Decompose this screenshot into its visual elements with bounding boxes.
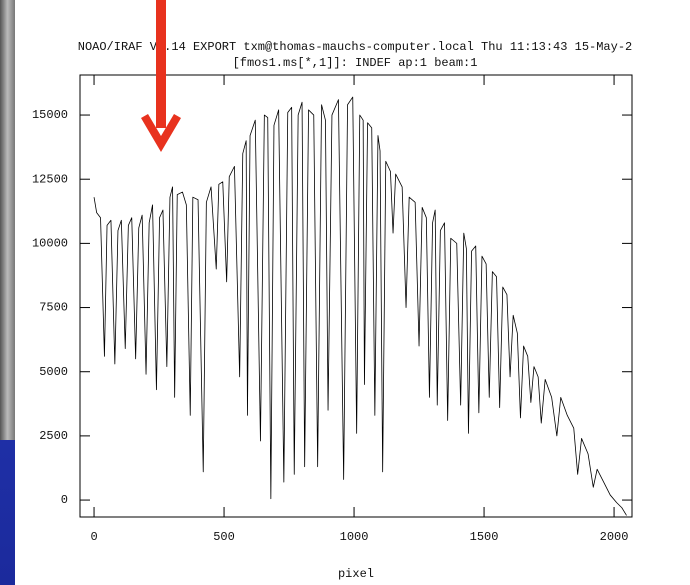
image-strip — [0, 0, 15, 440]
y-tick-label: 12500 — [32, 172, 68, 186]
chart-title: NOAO/IRAF V2.14 EXPORT txm@thomas-mauchs… — [78, 40, 633, 54]
chart-subtitle: [fmos1.ms[*,1]]: INDEF ap:1 beam:1 — [233, 56, 478, 70]
y-tick-label: 10000 — [32, 237, 68, 251]
arrow — [141, 0, 181, 152]
arrow-head — [141, 114, 181, 152]
arrow-shaft — [156, 0, 166, 128]
plot-frame — [79, 74, 633, 518]
y-tick-label: 0 — [61, 493, 68, 507]
spectrum-line — [93, 96, 627, 516]
x-tick-label: 1000 — [340, 530, 369, 544]
x-tick-label: 2000 — [600, 530, 629, 544]
x-tick-label: 0 — [90, 530, 97, 544]
x-tick-label: 500 — [213, 530, 235, 544]
x-tick-label: 1500 — [470, 530, 499, 544]
plot-marks: 0 500 1000 1500 2000 0 2500 5000 7500 10000 12500 1… — [32, 75, 632, 544]
y-tick-label: 15000 — [32, 108, 68, 122]
y-tick-label: 7500 — [39, 301, 68, 315]
y-tick-label: 2500 — [39, 429, 68, 443]
y-tick-label: 5000 — [39, 365, 68, 379]
x-axis-label: pixel — [338, 567, 374, 581]
